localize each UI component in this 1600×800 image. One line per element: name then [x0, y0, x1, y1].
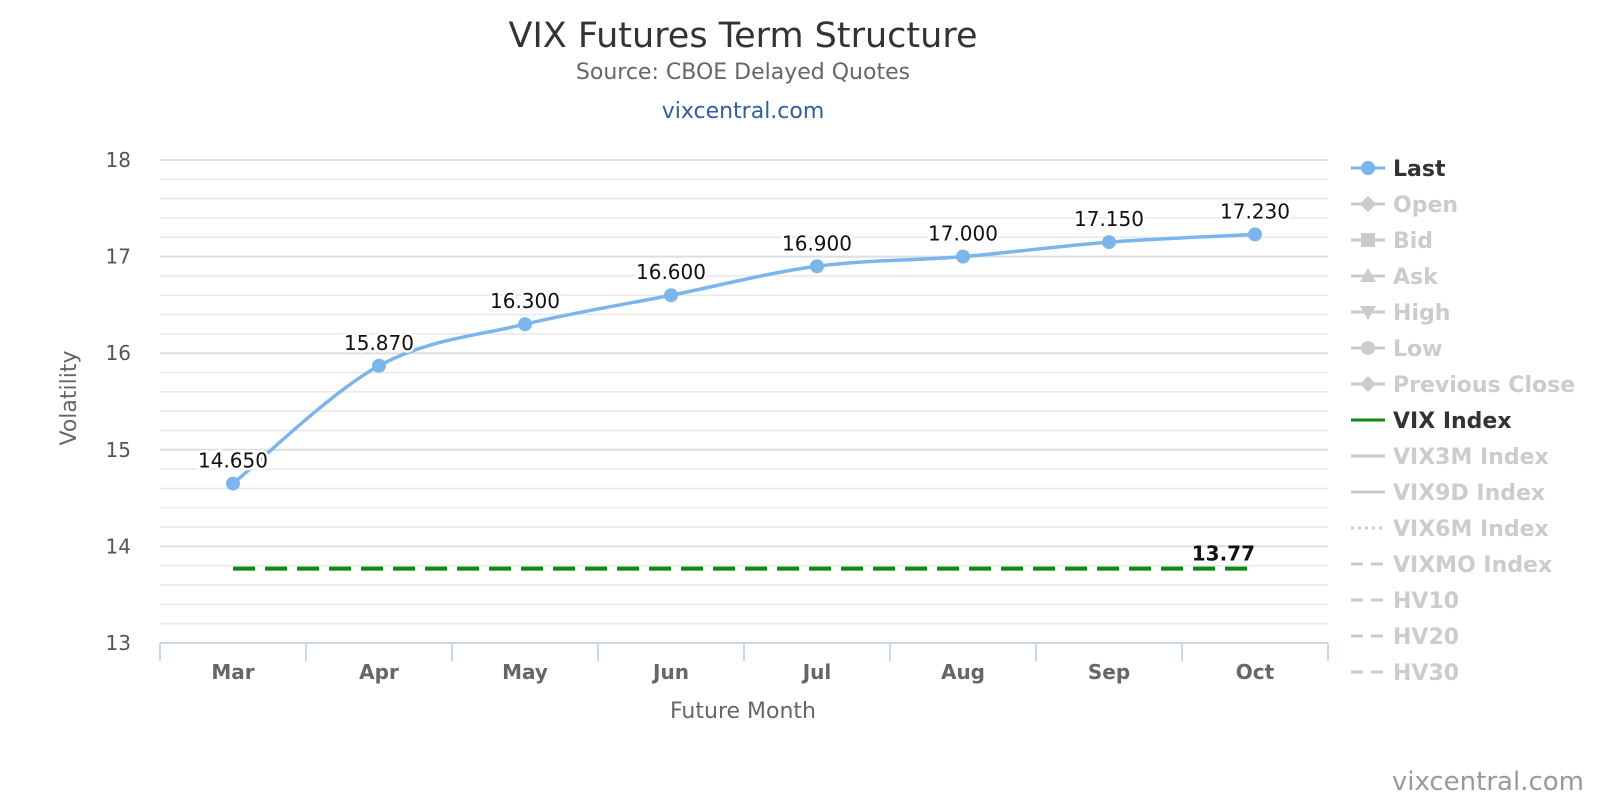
- x-tick-label: Apr: [359, 660, 399, 684]
- x-tick-label: Oct: [1236, 660, 1275, 684]
- y-tick-label: 13: [106, 631, 131, 655]
- legend-label: VIX6M Index: [1393, 517, 1549, 542]
- y-tick-label: 15: [106, 438, 131, 462]
- credit-text[interactable]: vixcentral.com: [1392, 767, 1584, 797]
- legend-item-low[interactable]: Low: [1351, 337, 1442, 362]
- y-tick-label: 14: [106, 534, 131, 558]
- y-tick-label: 16: [106, 341, 131, 365]
- y-tick-label: 17: [106, 245, 131, 269]
- gridlines: [160, 159, 1328, 625]
- y-tick-label: 18: [106, 148, 131, 172]
- legend-item-high[interactable]: High: [1351, 301, 1450, 326]
- last-point-label: 17.150: [1074, 207, 1144, 231]
- last-point: [810, 259, 824, 274]
- last-point: [518, 317, 532, 332]
- legend-item-previous-close[interactable]: Previous Close: [1351, 373, 1575, 398]
- legend-label: Ask: [1393, 265, 1439, 290]
- y-axis-title: Volatility: [57, 350, 82, 445]
- vix-index-label: 13.77: [1192, 542, 1255, 566]
- last-point-label: 17.230: [1220, 199, 1290, 223]
- last-point: [1102, 235, 1116, 250]
- last-point: [226, 476, 240, 491]
- x-axis: Mar Apr May Jun Jul Aug Sep Oct: [159, 642, 1329, 684]
- legend-label: Bid: [1393, 229, 1433, 254]
- legend-marker: [1361, 233, 1375, 247]
- last-point-label: 17.000: [928, 222, 998, 246]
- legend-label: HV30: [1393, 661, 1459, 686]
- legend-label: VIXMO Index: [1393, 553, 1552, 578]
- legend-item-vix9d-index[interactable]: VIX9D Index: [1351, 481, 1545, 506]
- y-axis: 13 14 15 16 17 18: [106, 148, 131, 655]
- legend-label: HV20: [1393, 625, 1459, 650]
- legend-marker: [1361, 161, 1375, 175]
- x-tick-label: Jun: [651, 660, 689, 684]
- last-point-label: 15.870: [344, 331, 414, 355]
- legend-label: Last: [1393, 157, 1446, 182]
- last-point: [1248, 227, 1262, 242]
- x-tick-label: Sep: [1088, 660, 1130, 684]
- legend-marker: [1361, 341, 1375, 355]
- chart-subtitle: Source: CBOE Delayed Quotes: [576, 60, 910, 85]
- x-tick-label: Jul: [801, 660, 832, 684]
- x-tick-label: Mar: [211, 660, 254, 684]
- legend-label: Low: [1393, 337, 1442, 362]
- legend-item-hv10[interactable]: HV10: [1351, 589, 1459, 614]
- legend-label: HV10: [1393, 589, 1459, 614]
- legend-item-vix3m-index[interactable]: VIX3M Index: [1351, 445, 1549, 470]
- legend-label: Open: [1393, 193, 1458, 218]
- last-point-label: 16.300: [490, 289, 560, 313]
- last-point-label: 16.900: [782, 231, 852, 255]
- legend: Last Open Bid Ask High Low Previous Close VIX I…: [1351, 157, 1575, 686]
- legend-label: VIX9D Index: [1393, 481, 1545, 506]
- legend-label: VIX3M Index: [1393, 445, 1549, 470]
- chart-title: VIX Futures Term Structure: [509, 16, 978, 56]
- legend-label: Previous Close: [1393, 373, 1575, 398]
- x-tick-label: May: [502, 660, 548, 684]
- last-point-label: 14.650: [198, 449, 268, 473]
- legend-item-hv20[interactable]: HV20: [1351, 625, 1459, 650]
- legend-item-open[interactable]: Open: [1351, 193, 1458, 218]
- last-point: [372, 358, 386, 373]
- last-point: [956, 249, 970, 264]
- plot-area: 13.77 14.650 15.870 16.300 16.600 16.900 17.00…: [196, 197, 1292, 571]
- x-tick-label: Aug: [941, 660, 985, 684]
- last-point: [664, 288, 678, 303]
- legend-item-ask[interactable]: Ask: [1351, 265, 1439, 290]
- legend-item-vix6m-index[interactable]: VIX6M Index: [1351, 517, 1549, 542]
- legend-item-bid[interactable]: Bid: [1351, 229, 1433, 254]
- last-point-label: 16.600: [636, 260, 706, 284]
- legend-label: VIX Index: [1393, 409, 1512, 434]
- last-series-line: [231, 232, 1256, 485]
- legend-marker: [1360, 376, 1376, 392]
- legend-item-last[interactable]: Last: [1351, 157, 1446, 182]
- x-axis-title: Future Month: [670, 699, 816, 724]
- legend-item-vix-index[interactable]: VIX Index: [1351, 409, 1512, 434]
- legend-item-hv30[interactable]: HV30: [1351, 661, 1459, 686]
- legend-marker: [1360, 196, 1376, 212]
- legend-marker: [1360, 306, 1376, 320]
- site-link[interactable]: vixcentral.com: [662, 99, 825, 124]
- legend-label: High: [1393, 301, 1450, 326]
- legend-item-vixmo-index[interactable]: VIXMO Index: [1351, 553, 1552, 578]
- legend-marker: [1360, 268, 1376, 282]
